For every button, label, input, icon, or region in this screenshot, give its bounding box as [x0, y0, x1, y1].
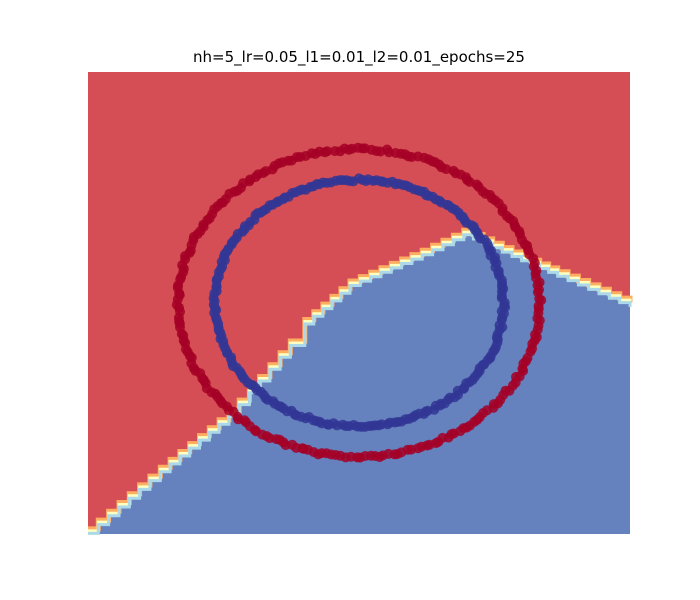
- outer-circle-points: [171, 142, 547, 463]
- region-negative: [88, 232, 630, 534]
- outer-point: [330, 146, 340, 157]
- chart-title: nh=5_lr=0.05_l1=0.01_l2=0.01_epochs=25: [193, 48, 525, 66]
- inner-circle-points: [208, 173, 511, 432]
- outer-point: [533, 301, 544, 311]
- region-positive: [88, 72, 630, 531]
- inner-point: [499, 300, 510, 311]
- decision-regions: [88, 72, 630, 534]
